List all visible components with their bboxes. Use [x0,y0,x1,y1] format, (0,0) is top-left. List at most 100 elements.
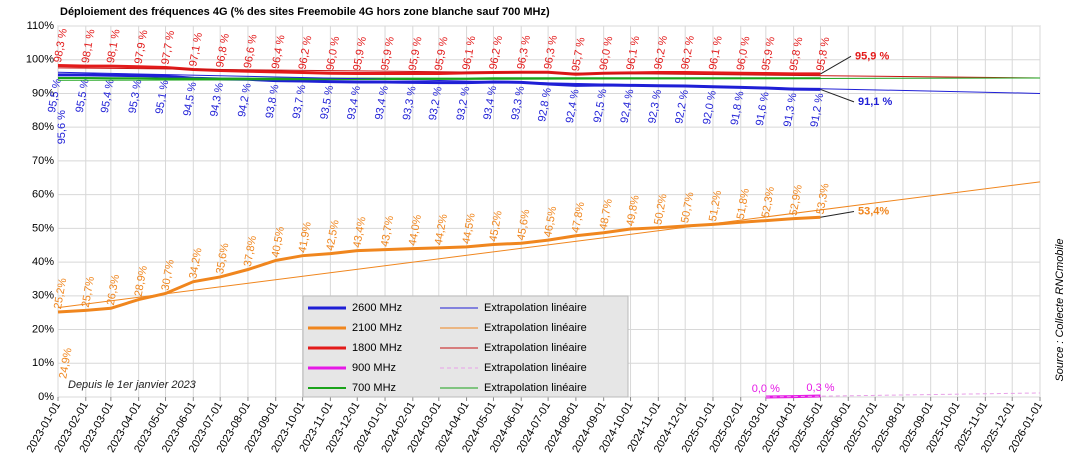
data-label: 92,2 % [673,89,691,125]
legend-label: Extrapolation linéaire [484,342,587,354]
data-label: 96,1 % [625,35,643,71]
data-label: 91,8 % [729,90,747,126]
data-label: 50,2% [652,193,669,226]
data-label: 92,5 % [592,88,610,124]
data-label: 40,5% [270,225,287,258]
data-label: 35,6% [214,242,231,275]
data-label: 96,2 % [679,35,697,71]
data-label: 96,0 % [735,35,753,71]
data-label: 49,8% [625,194,642,227]
data-label: 96,2 % [297,35,315,71]
data-label: 93,4 % [345,85,363,121]
legend-label: 2600 MHz [352,302,402,314]
series-line [57,181,1041,309]
data-label: 44,5% [461,212,478,245]
data-label: 93,2 % [427,85,445,121]
y-tick-label: 50% [32,222,54,234]
y-tick-label: 70% [32,155,54,167]
series-line [57,77,1041,81]
series-line [765,392,1041,398]
data-label: 96,3 % [515,34,533,70]
data-label: 91,6 % [754,91,772,127]
data-label: 0,3 % [806,382,834,394]
legend: 2600 MHz Extrapolation linéaire 2100 MHz Ex… [302,295,629,398]
data-label: 51,8% [735,187,752,220]
source-note: Source : Collecte RNCmobile [1054,238,1066,381]
data-label: 91,3 % [782,92,800,128]
y-tick-label: 60% [32,189,54,201]
data-label: 95,8 % [788,36,806,72]
annotation: 95,9 % [855,50,889,62]
data-label: 46,5% [542,205,559,238]
legend-label: Extrapolation linéaire [484,382,587,394]
data-label: 97,9 % [133,29,151,65]
annotation: 53,4% [858,205,889,217]
data-label: 48,7% [598,198,615,231]
data-label: 43,7% [379,215,396,248]
data-label: 93,3 % [509,85,527,121]
data-label: 93,3 % [401,85,419,121]
data-label: 25,7% [80,275,97,308]
data-label: 95,8 % [814,36,832,72]
data-label: 51,2% [707,189,724,222]
data-label: 44,0% [407,214,424,247]
data-label: 93,4 % [482,85,500,121]
data-label: 95,4 % [99,78,117,114]
data-label: 95,1 % [154,79,172,115]
data-label: 95,9 % [379,36,397,72]
data-label: 30,7% [160,258,177,291]
data-label: 95,9 % [351,36,369,72]
data-label: 96,1 % [707,35,725,71]
y-tick-label: 40% [32,256,54,268]
y-tick-label: 10% [32,357,54,369]
data-label: 93,2 % [455,85,473,121]
data-label: 92,0 % [701,89,719,125]
data-label: 92,8 % [536,87,554,123]
data-label: 34,2% [187,247,204,280]
data-label: 25,2% [52,277,69,310]
chart-title: Déploiement des fréquences 4G (% des sit… [60,6,550,18]
y-tick-label: 0% [38,391,54,403]
legend-label: 2100 MHz [352,322,402,334]
annotation: 91,1 % [858,96,892,108]
data-label: 45,6% [515,208,532,241]
data-label: 96,0 % [598,35,616,71]
data-label: 96,1 % [461,35,479,71]
data-label: 94,2 % [236,82,254,118]
data-label: 96,4 % [270,34,288,70]
series-line [57,71,1041,94]
data-label: 96,3 % [542,34,560,70]
data-label: 96,2 % [487,35,505,71]
data-label: 52,9% [788,184,805,217]
data-label: 97,7 % [160,29,178,65]
data-label: 96,8 % [214,33,232,69]
data-label: 93,8 % [264,83,282,119]
annotation-pointer [820,55,852,75]
data-label: 42,5% [324,219,341,252]
y-tick-label: 30% [32,290,54,302]
data-label: 37,8% [242,235,259,268]
data-label: 45,2% [487,210,504,243]
series-line [57,215,821,314]
data-label: 53,3% [814,182,831,215]
y-tick-label: 90% [32,87,54,99]
y-tick-label: 80% [32,121,54,133]
data-label: 95,9 % [433,36,451,72]
series-line [57,67,1041,79]
data-label: 92,4 % [564,88,582,124]
data-label: 52,3% [760,186,777,219]
legend-label: Extrapolation linéaire [484,362,587,374]
annotation: 95,6 % [56,110,68,144]
data-label: 93,7 % [291,84,309,120]
data-label: 96,2 % [652,35,670,71]
data-label: 95,5 % [46,78,64,114]
data-label: 28,9% [133,265,150,298]
data-label: 93,5 % [318,84,336,120]
data-label: 41,9% [297,221,314,254]
data-label: 95,7 % [570,36,588,72]
data-label: 96,6 % [242,33,260,69]
data-label: 98,1 % [80,28,98,64]
data-label: 95,5 % [74,78,92,114]
data-label: 50,7% [679,191,696,224]
